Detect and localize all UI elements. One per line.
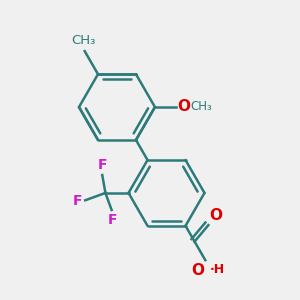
Text: CH₃: CH₃	[190, 100, 212, 112]
Text: F: F	[108, 213, 118, 226]
Text: CH₃: CH₃	[71, 34, 95, 47]
Text: F: F	[73, 194, 83, 208]
Text: ·H: ·H	[210, 263, 225, 276]
Text: F: F	[98, 158, 108, 172]
Text: O: O	[210, 208, 223, 224]
Text: O: O	[177, 99, 190, 114]
Text: O: O	[192, 263, 205, 278]
